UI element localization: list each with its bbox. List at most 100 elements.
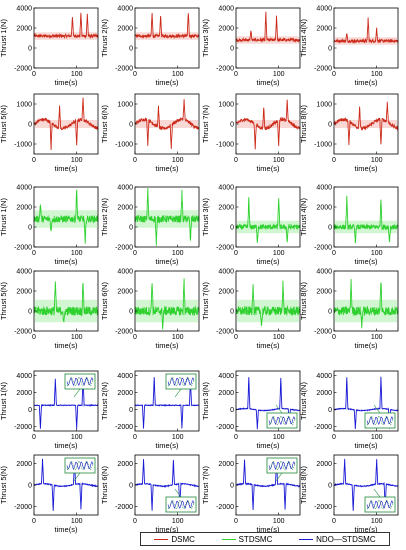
x-tick-label: 0: [133, 157, 137, 164]
chart-legend: DSMC STDSMC NDO—STDSMC: [140, 532, 390, 546]
inset-green-line: [66, 376, 94, 387]
x-axis-label: time(s): [257, 78, 280, 87]
y-tick-label: 0: [230, 46, 234, 53]
y-axis-label: Thrust 5(N): [0, 105, 8, 143]
inset-ndo-line: [167, 377, 195, 386]
legend-item-dsmc: DSMC: [154, 535, 195, 544]
zoom-inset: [266, 404, 298, 429]
x-tick-label: 0: [32, 250, 36, 257]
x-tick-label: 0: [332, 71, 336, 78]
y-tick-label: 0: [28, 122, 32, 129]
y-tick-label: 2000: [218, 26, 234, 33]
y-axis-label: Thrust 6(N): [100, 466, 109, 504]
series-line: [134, 187, 200, 246]
y-tick-label: 2000: [117, 390, 133, 397]
y-tick-label: 0: [230, 483, 234, 490]
x-tick-label: 100: [172, 334, 184, 341]
x-tick-label: 0: [332, 250, 336, 257]
x-axis-label: time(s): [257, 441, 280, 450]
y-tick-label: -2000: [216, 329, 234, 336]
legend-item-ndo-stdsmc: NDO—STDSMC: [299, 535, 376, 544]
y-tick-label: 0: [129, 225, 133, 232]
series-line: [333, 101, 399, 146]
inset-green-line: [167, 376, 195, 387]
x-axis-label: time(s): [355, 525, 378, 534]
x-tick-label: 0: [133, 334, 137, 341]
series-line: [134, 377, 200, 429]
x-tick-label: 0: [332, 434, 336, 441]
x-tick-label: 100: [172, 71, 184, 78]
y-tick-label: 2000: [316, 26, 332, 33]
x-tick-label: 100: [371, 334, 383, 341]
x-axis-label: time(s): [55, 341, 78, 350]
legend-label-ndo-stdsmc: NDO—STDSMC: [316, 534, 376, 544]
x-tick-label: 0: [332, 157, 336, 164]
y-tick-label: 4000: [117, 373, 133, 380]
x-tick-label: 100: [273, 71, 285, 78]
x-axis-label: time(s): [355, 164, 378, 173]
x-axis-label: time(s): [156, 78, 179, 87]
x-axis-label: time(s): [257, 164, 280, 173]
noise-band: [237, 120, 299, 128]
inset-pointer: [174, 488, 182, 498]
x-tick-label: 0: [133, 518, 137, 525]
x-axis-label: time(s): [355, 78, 378, 87]
series-line: [333, 458, 399, 511]
y-tick-label: 4000: [218, 269, 234, 276]
x-tick-label: 0: [133, 71, 137, 78]
y-tick-label: -2000: [115, 329, 133, 336]
legend-label-dsmc: DSMC: [171, 534, 195, 544]
x-tick-label: 0: [234, 518, 238, 525]
y-tick-label: -2000: [216, 66, 234, 73]
y-tick-label: 2000: [316, 461, 332, 468]
zoom-inset: [165, 488, 197, 513]
series-line: [33, 458, 99, 511]
y-axis-label: Thrust 1(N): [0, 198, 8, 236]
series-line: [333, 195, 399, 244]
y-tick-label: -2000: [216, 504, 234, 511]
inset-pointer: [275, 472, 283, 482]
y-tick-label: 0: [230, 122, 234, 129]
y-tick-label: 2000: [218, 461, 234, 468]
axes-box: [333, 370, 399, 432]
y-tick-label: 4000: [117, 185, 133, 192]
y-tick-label: 2000: [218, 289, 234, 296]
y-tick-label: 0: [129, 483, 133, 490]
y-axis-label: Thrust 2(N): [100, 19, 109, 57]
inset-ndo-line: [268, 416, 296, 425]
x-tick-label: 0: [234, 71, 238, 78]
x-tick-label: 100: [71, 434, 83, 441]
axes-box: [235, 7, 301, 69]
series-line: [134, 99, 200, 150]
y-tick-label: 4000: [16, 6, 32, 13]
x-tick-label: 100: [273, 434, 285, 441]
y-tick-label: 2000: [16, 461, 32, 468]
series-line: [34, 378, 99, 429]
legend-item-stdsmc: STDSMC: [221, 535, 272, 544]
zoom-inset: [364, 404, 396, 429]
x-axis-label: time(s): [156, 257, 179, 266]
legend-swatch-stdsmc: [221, 538, 236, 540]
y-tick-label: 4000: [117, 269, 133, 276]
y-tick-label: 0: [328, 483, 332, 490]
x-tick-label: 100: [273, 334, 285, 341]
y-tick-label: 4000: [16, 269, 32, 276]
x-tick-label: 100: [371, 250, 383, 257]
y-axis-label: Thrust 4(N): [299, 382, 308, 420]
x-axis-label: time(s): [156, 525, 179, 534]
y-tick-label: -1000: [216, 142, 234, 149]
y-tick-label: -1000: [115, 142, 133, 149]
y-tick-label: -2000: [216, 245, 234, 252]
series-line: [235, 197, 301, 243]
y-axis-label: Thrust 7(N): [201, 282, 210, 320]
x-tick-label: 100: [273, 157, 285, 164]
y-axis-label: Thrust 8(N): [299, 466, 308, 504]
